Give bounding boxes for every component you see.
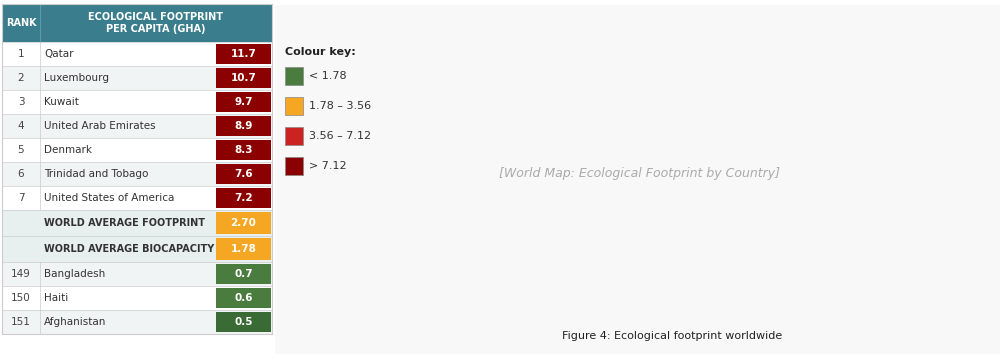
Text: RANK: RANK [6, 18, 36, 28]
Text: WORLD AVERAGE FOOTPRINT: WORLD AVERAGE FOOTPRINT [44, 218, 204, 228]
FancyBboxPatch shape [2, 262, 272, 286]
FancyBboxPatch shape [215, 264, 271, 284]
FancyBboxPatch shape [215, 212, 271, 234]
Text: United Arab Emirates: United Arab Emirates [44, 121, 155, 131]
Text: WORLD AVERAGE BIOCAPACITY: WORLD AVERAGE BIOCAPACITY [44, 244, 214, 254]
FancyBboxPatch shape [215, 140, 271, 160]
Text: Kuwait: Kuwait [44, 97, 79, 107]
Text: 5: 5 [18, 145, 24, 155]
Text: 3: 3 [18, 97, 24, 107]
FancyBboxPatch shape [2, 66, 272, 90]
Text: 4: 4 [18, 121, 24, 131]
Text: [World Map: Ecological Footprint by Country]: [World Map: Ecological Footprint by Coun… [499, 168, 780, 181]
Text: 7: 7 [18, 193, 24, 203]
Text: 0.5: 0.5 [234, 317, 253, 327]
Text: 2: 2 [18, 73, 24, 83]
Text: Figure 4: Ecological footprint worldwide: Figure 4: Ecological footprint worldwide [561, 331, 782, 341]
FancyBboxPatch shape [285, 67, 303, 85]
Text: Colour key:: Colour key: [285, 47, 356, 57]
FancyBboxPatch shape [2, 42, 272, 66]
Text: 11.7: 11.7 [230, 49, 257, 59]
Text: 6: 6 [18, 169, 24, 179]
FancyBboxPatch shape [2, 90, 272, 114]
FancyBboxPatch shape [2, 4, 272, 42]
Text: 0.6: 0.6 [234, 293, 253, 303]
FancyBboxPatch shape [2, 114, 272, 138]
Text: Bangladesh: Bangladesh [44, 269, 105, 279]
FancyBboxPatch shape [2, 236, 272, 262]
FancyBboxPatch shape [215, 44, 271, 64]
FancyBboxPatch shape [215, 164, 271, 184]
Text: 1.78: 1.78 [230, 244, 257, 254]
Text: Afghanistan: Afghanistan [44, 317, 106, 327]
Text: United States of America: United States of America [44, 193, 174, 203]
FancyBboxPatch shape [275, 5, 999, 354]
FancyBboxPatch shape [285, 97, 303, 115]
FancyBboxPatch shape [2, 138, 272, 162]
Text: Denmark: Denmark [44, 145, 92, 155]
FancyBboxPatch shape [215, 116, 271, 136]
Text: 1.78 – 3.56: 1.78 – 3.56 [309, 101, 371, 111]
Text: 7.2: 7.2 [233, 193, 253, 203]
FancyBboxPatch shape [2, 286, 272, 310]
Text: 149: 149 [11, 269, 31, 279]
Text: ECOLOGICAL FOOTPRINT
PER CAPITA (GHA): ECOLOGICAL FOOTPRINT PER CAPITA (GHA) [88, 12, 223, 34]
Text: 8.9: 8.9 [234, 121, 253, 131]
Text: 9.7: 9.7 [234, 97, 253, 107]
Text: < 1.78: < 1.78 [309, 71, 347, 81]
Text: 2.70: 2.70 [230, 218, 257, 228]
Text: Trinidad and Tobago: Trinidad and Tobago [44, 169, 148, 179]
FancyBboxPatch shape [215, 312, 271, 332]
Text: > 7.12: > 7.12 [309, 161, 347, 171]
FancyBboxPatch shape [285, 127, 303, 145]
Text: 0.7: 0.7 [233, 269, 253, 279]
Text: 7.6: 7.6 [233, 169, 253, 179]
Text: 1: 1 [18, 49, 24, 59]
FancyBboxPatch shape [2, 162, 272, 186]
FancyBboxPatch shape [2, 186, 272, 210]
FancyBboxPatch shape [215, 68, 271, 88]
FancyBboxPatch shape [285, 157, 303, 175]
FancyBboxPatch shape [215, 238, 271, 260]
FancyBboxPatch shape [215, 288, 271, 308]
FancyBboxPatch shape [215, 92, 271, 112]
Text: 10.7: 10.7 [230, 73, 257, 83]
FancyBboxPatch shape [2, 310, 272, 334]
FancyBboxPatch shape [2, 210, 272, 236]
Text: 151: 151 [11, 317, 31, 327]
Text: 150: 150 [11, 293, 31, 303]
Text: Luxembourg: Luxembourg [44, 73, 109, 83]
FancyBboxPatch shape [215, 188, 271, 208]
Text: Qatar: Qatar [44, 49, 73, 59]
Text: 8.3: 8.3 [234, 145, 253, 155]
Text: 3.56 – 7.12: 3.56 – 7.12 [309, 131, 371, 141]
Text: Haiti: Haiti [44, 293, 68, 303]
